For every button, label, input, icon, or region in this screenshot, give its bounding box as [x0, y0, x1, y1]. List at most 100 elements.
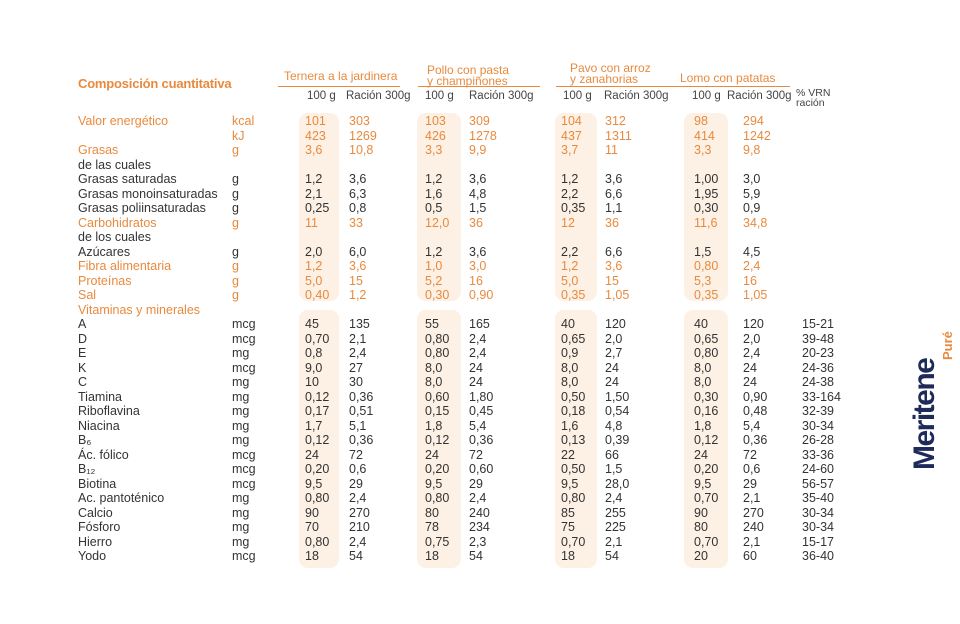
value-cell: 3,3 [425, 143, 443, 157]
row-unit: mcg [232, 462, 256, 476]
row-unit: mg [232, 389, 250, 404]
value-cell: 16 [743, 273, 757, 288]
value-cell: 1,95 [694, 186, 719, 201]
value-cell: 0,12 [305, 389, 330, 404]
value-cell: 24 [605, 375, 619, 389]
value-cell: 40 [561, 317, 575, 331]
row-label: C [78, 375, 88, 389]
value-cell: 29 [743, 476, 757, 491]
vrn-cell: 30-34 [802, 505, 834, 520]
value-cell: 1,2 [425, 244, 443, 259]
value-cell: 0,9 [743, 201, 761, 215]
row-unit: g [232, 215, 239, 230]
table-row: kJ 423 1269 426 1278 437 1311 414 1242 [0, 129, 840, 144]
value-cell: 28,0 [605, 476, 630, 491]
row-label: Yodo [78, 549, 107, 563]
value-cell: 90 [694, 505, 708, 520]
value-cell: 0,12 [305, 433, 330, 447]
value-cell: 30 [349, 375, 363, 389]
value-cell: 3,6 [469, 172, 487, 186]
value-cell: 255 [605, 505, 626, 520]
vrn-cell: 24-36 [802, 360, 834, 375]
value-cell: 15 [605, 273, 619, 288]
table-row: Fibra alimentaria g 1,2 3,6 1,0 3,0 1,2 3,6 0,80… [0, 259, 840, 274]
row-unit: mcg [232, 549, 256, 563]
table-row: Grasas saturadas g 1,2 3,6 1,2 3,6 1,2 3,6 1,00 3… [0, 172, 840, 187]
value-cell: 9,5 [305, 476, 323, 491]
value-cell: 10,8 [349, 143, 374, 157]
row-label: D [78, 331, 88, 346]
value-cell: 1,80 [469, 389, 494, 404]
value-cell: 0,60 [425, 389, 450, 404]
value-cell: 1,2 [561, 172, 579, 186]
value-cell: 4,8 [605, 418, 623, 433]
value-cell: 5,1 [349, 418, 367, 433]
table-row: Sal g 0,40 1,2 0,30 0,90 0,35 1,05 0,35 1,05 [0, 288, 840, 303]
value-cell: 33 [349, 215, 363, 230]
value-cell: 24 [425, 447, 439, 462]
sub-100g-4: 100 g [692, 90, 721, 102]
highlight-col-4-bottom [684, 310, 728, 568]
product-header-3: Pavo con arroz y zanahorias [570, 61, 651, 86]
value-cell: 120 [743, 317, 764, 331]
header-rule-2 [418, 86, 540, 87]
value-cell: 240 [469, 505, 490, 520]
value-cell: 1,5 [694, 244, 712, 259]
value-cell: 18 [425, 549, 439, 563]
value-cell: 0,6 [349, 462, 367, 476]
value-cell: 0,80 [305, 534, 330, 549]
product-header-1: Ternera a la jardinera [284, 69, 398, 83]
value-cell: 0,35 [561, 201, 586, 215]
value-cell: 0,36 [469, 433, 494, 447]
value-cell: 54 [605, 549, 619, 563]
value-cell: 24 [305, 447, 319, 462]
value-cell: 16 [469, 273, 483, 288]
vrn-cell: 20-23 [802, 346, 834, 360]
value-cell: 2,4 [349, 491, 367, 505]
value-cell: 0,5 [425, 201, 443, 215]
value-cell: 10 [305, 375, 319, 389]
highlight-col-1-top [299, 113, 339, 301]
vrn-cell: 24-38 [802, 375, 834, 389]
value-cell: 1311 [605, 128, 632, 143]
value-cell: 270 [743, 505, 764, 520]
value-cell: 0,75 [425, 534, 450, 549]
value-cell: 135 [349, 317, 370, 331]
value-cell: 1,2 [349, 288, 367, 302]
value-cell: 312 [605, 114, 626, 128]
value-cell: 4,5 [743, 244, 761, 259]
vrn-cell: 24-60 [802, 462, 834, 476]
header-rule-4 [670, 86, 790, 87]
value-cell: 0,25 [305, 201, 330, 215]
value-cell: 5,9 [743, 186, 761, 201]
value-cell: 0,45 [469, 404, 494, 418]
value-cell: 20 [694, 549, 708, 563]
value-cell: 225 [605, 520, 626, 534]
vrn-cell: 32-39 [802, 404, 834, 418]
value-cell: 6,6 [605, 186, 623, 201]
vrn-cell: 33-164 [802, 389, 841, 404]
table-row: Carbohidratos g 11 33 12,0 36 12 36 11,6 34,8 [0, 216, 840, 231]
value-cell: 2,1 [305, 186, 323, 201]
value-cell: 90 [305, 505, 319, 520]
table-row: Valor energético kcal 101 303 103 309 104 312 98… [0, 114, 840, 129]
value-cell: 54 [349, 549, 363, 563]
value-cell: 1,7 [305, 418, 323, 433]
value-cell: 0,20 [694, 462, 719, 476]
value-cell: 303 [349, 114, 370, 128]
highlight-col-1-bottom [299, 310, 339, 568]
value-cell: 234 [469, 520, 490, 534]
value-cell: 45 [305, 317, 319, 331]
value-cell: 5,4 [743, 418, 761, 433]
value-cell: 12 [561, 215, 575, 230]
value-cell: 1,8 [694, 418, 712, 433]
row-label: A [78, 317, 87, 331]
value-cell: 0,20 [305, 462, 330, 476]
vrn-cell: 15-17 [802, 534, 834, 549]
row-unit: mg [232, 418, 250, 433]
table-row: B₁₂ mcg 0,20 0,6 0,20 0,60 0,50 1,5 0,20 0,6 24-60 [0, 462, 840, 477]
table-row: Calcio mg 90 270 80 240 85 255 90 270 30-34 [0, 506, 840, 521]
value-cell: 55 [425, 317, 439, 331]
